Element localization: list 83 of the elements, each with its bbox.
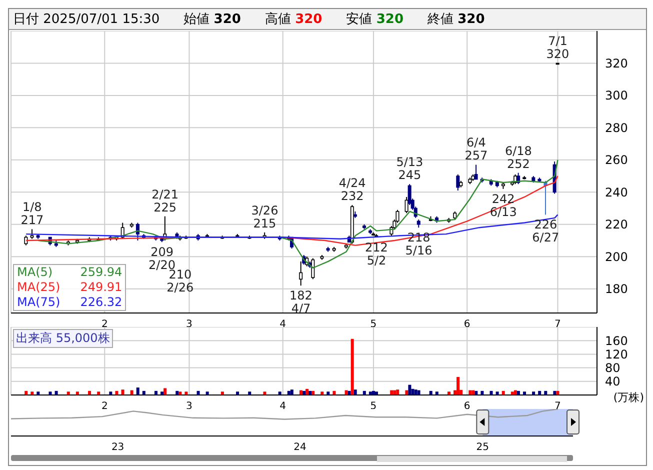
x-tick-label: 23 <box>111 442 124 454</box>
y-tick-label: 40 <box>605 374 620 389</box>
annotation: 212 5/2 <box>365 240 388 268</box>
x-tick-label: 4 <box>280 401 286 412</box>
bar <box>393 390 396 395</box>
bar <box>456 376 460 395</box>
chart-title: 日付 2025/07/01 15:30 <box>13 11 160 28</box>
bar <box>354 390 357 395</box>
annotation: 1/8 217 <box>20 200 44 228</box>
candlestick <box>30 228 34 240</box>
bar <box>514 390 517 395</box>
chart-title: 出来高 55,000株 <box>13 329 113 348</box>
y-tick-label: 120 <box>605 347 628 362</box>
annotation: 2/21 225 <box>152 187 179 214</box>
y-tick-label: 200 <box>605 250 628 264</box>
bar <box>164 388 167 395</box>
bar <box>408 384 412 395</box>
bar <box>405 390 408 395</box>
annotation: 249.91 <box>80 280 122 295</box>
bar <box>411 388 414 395</box>
candlestick <box>311 258 315 280</box>
bar <box>472 390 475 395</box>
x-tick-label: 3 <box>186 401 192 412</box>
y-tick-label: 220 <box>605 218 628 232</box>
candlestick <box>299 260 303 286</box>
series-label: MA(5) <box>17 265 53 280</box>
annotation: 7/1 320 <box>546 34 570 62</box>
x-tick-label: 5 <box>370 319 377 330</box>
text: 高値 320 <box>264 11 322 28</box>
x-tick-label: 25 <box>476 442 490 454</box>
y-tick-label: 320 <box>605 56 628 70</box>
bar <box>306 388 309 395</box>
x-tick-label: 3 <box>186 319 192 330</box>
x-tick-label: 7 <box>554 319 561 330</box>
annotation: 6/18 252 <box>504 144 532 171</box>
x-tick-label: 6 <box>464 319 470 330</box>
text: 始値 320 <box>184 11 241 28</box>
annotation: 6/4 257 <box>464 136 488 163</box>
y-tick-label: 160 <box>605 334 628 348</box>
annotation: 4/24 232 <box>338 176 366 204</box>
y-tick-label: 240 <box>605 185 628 200</box>
annotation: 182 4/7 <box>290 288 312 316</box>
bar <box>130 390 134 395</box>
y-tick-label: 180 <box>605 282 628 296</box>
x-tick-label: 4 <box>280 319 286 330</box>
bar <box>290 390 294 395</box>
candlestick <box>408 184 412 206</box>
y-tick-label: 300 <box>605 88 628 103</box>
bar <box>468 390 472 395</box>
candlestick <box>404 196 408 214</box>
bar <box>350 338 354 395</box>
annotation: 242 6/13 <box>490 192 517 219</box>
x-tick-label: 7 <box>554 401 561 412</box>
x-tick-label: 5 <box>370 401 377 412</box>
bar <box>344 390 348 395</box>
x-tick-label: 6 <box>464 401 470 412</box>
candlestick <box>474 164 478 180</box>
x-tick-label: 24 <box>294 442 306 454</box>
text: MA(25) <box>17 280 60 295</box>
text: 終値 320 <box>428 11 485 28</box>
bar <box>417 390 420 395</box>
annotation: 226.32 <box>80 295 122 310</box>
bar <box>390 390 394 395</box>
annotation: 259.94 <box>80 265 122 280</box>
bar <box>414 390 418 395</box>
x-tick-label: 2 <box>101 319 108 330</box>
candlestick <box>456 174 460 192</box>
bar <box>136 388 140 395</box>
candlestick <box>136 222 140 241</box>
text: 安値 320 <box>346 11 404 28</box>
y-tick-label: 80 <box>605 361 620 376</box>
text: MA(75) <box>17 295 60 310</box>
annotation: 3/26 215 <box>251 203 278 230</box>
bar <box>299 390 302 395</box>
x-tick-label: 2 <box>101 401 108 412</box>
annotation: 226 6/27 <box>532 218 560 245</box>
bar <box>121 390 124 395</box>
annotation: 5/13 245 <box>396 155 424 182</box>
y-tick-label: 280 <box>605 120 628 135</box>
candlestick <box>24 235 28 246</box>
bar <box>396 390 400 395</box>
y-tick-label: 260 <box>605 153 628 168</box>
y-axis-title: (万株) <box>613 390 644 405</box>
